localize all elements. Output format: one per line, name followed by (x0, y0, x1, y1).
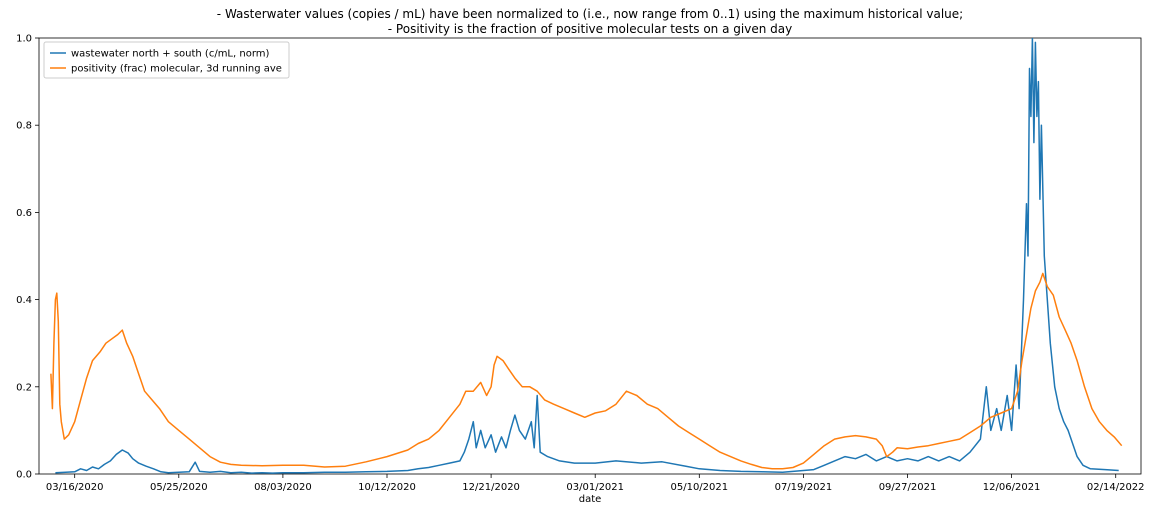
plot-area (38, 37, 1142, 475)
legend-entry: positivity (frac) molecular, 3d running … (71, 64, 282, 75)
y-axis: 0.0 0.2 0.4 0.6 0.8 1.0 (16, 34, 39, 481)
x-axis: 03/16/2020 05/25/2020 08/03/2020 10/12/2020… (46, 474, 1145, 493)
legend-entry: wastewater north + south (c/mL, norm) (71, 49, 269, 60)
y-tick-label: 0.0 (16, 470, 32, 481)
x-axis-label: date (579, 494, 602, 505)
series-line-1 (50, 272, 1123, 470)
chart-title-line: - Positivity is the fraction of positive… (388, 22, 792, 36)
y-tick-label: 1.0 (16, 34, 32, 45)
series-layer (50, 38, 1123, 474)
x-tick-label: 07/19/2021 (775, 482, 833, 493)
y-tick-label: 0.6 (16, 208, 32, 219)
x-tick-label: 08/03/2020 (254, 482, 312, 493)
series-line-0 (55, 38, 1119, 474)
y-tick-label: 0.8 (16, 121, 32, 132)
x-tick-label: 05/10/2021 (670, 482, 728, 493)
x-tick-label: 12/06/2021 (983, 482, 1041, 493)
chart-title-line: - Wasterwater values (copies / mL) have … (217, 7, 963, 21)
x-tick-label: 03/16/2020 (46, 482, 104, 493)
legend-box (43, 41, 290, 79)
x-tick-label: 05/25/2020 (150, 482, 208, 493)
x-tick-label: 03/01/2021 (566, 482, 624, 493)
x-tick-label: 02/14/2022 (1087, 482, 1145, 493)
y-tick-label: 0.4 (16, 295, 32, 306)
legend: wastewater north + south (c/mL, norm) pos… (43, 41, 290, 79)
x-tick-label: 09/27/2021 (879, 482, 937, 493)
x-tick-label: 12/21/2020 (462, 482, 520, 493)
x-tick-label: 10/12/2020 (358, 482, 416, 493)
y-tick-label: 0.2 (16, 382, 32, 393)
chart-title: - Wasterwater values (copies / mL) have … (217, 7, 963, 36)
